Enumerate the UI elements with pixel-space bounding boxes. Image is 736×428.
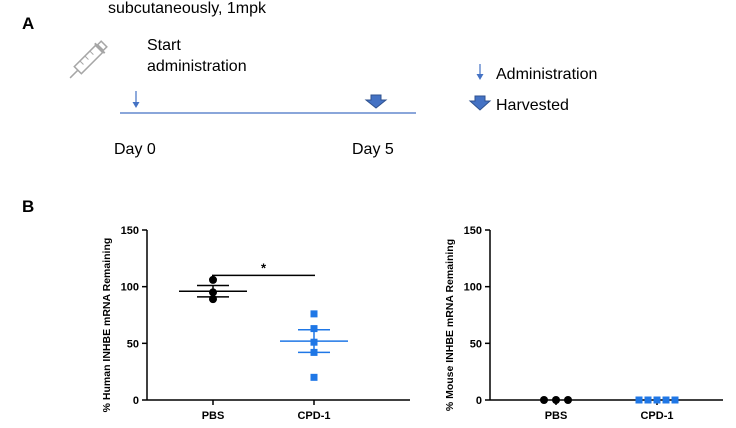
human-x-tick-label: PBS xyxy=(202,410,225,422)
legend-administration-label: Administration xyxy=(496,66,598,83)
start-label-line1: Start xyxy=(147,37,181,54)
human-y-tick-label: 50 xyxy=(127,338,139,350)
mouse-y-tick-label: 100 xyxy=(464,282,482,294)
mouse-y-axis-title: % Mouse INHBE mRNA Remaining xyxy=(444,239,456,411)
mouse-cpd-1-point xyxy=(653,396,661,404)
small-arrow-down-icon xyxy=(132,91,140,108)
start-label-line2: administration xyxy=(147,58,247,75)
human-pbs-point xyxy=(209,295,217,304)
human-y-tick-label: 100 xyxy=(121,282,139,294)
mouse-cpd-1-point xyxy=(644,396,652,404)
human-cpd-1-point xyxy=(310,338,318,346)
legend-small-arrow-icon xyxy=(476,64,484,80)
day-end-label: Day 5 xyxy=(352,141,394,158)
mouse-cpd-1-point xyxy=(671,396,679,404)
human-pbs-point xyxy=(209,288,217,297)
human-cpd-1-point xyxy=(310,325,318,333)
legend-block-arrow-icon xyxy=(468,95,492,111)
human-y-axis-title: % Human INHBE mRNA Remaining xyxy=(101,238,113,413)
mouse-pbs-point xyxy=(552,396,560,404)
legend-harvested-label: Harvested xyxy=(496,97,569,114)
human-pbs-point xyxy=(209,275,217,284)
mouse-y-tick-label: 150 xyxy=(464,225,482,237)
panel-b-label: B xyxy=(22,197,35,216)
mouse-y-tick-label: 50 xyxy=(470,338,482,350)
day-start-label: Day 0 xyxy=(114,141,156,158)
human-cpd-1-point xyxy=(310,373,318,381)
mouse-pbs-point xyxy=(564,396,572,404)
mouse-cpd-1-point xyxy=(662,396,670,404)
panel-a-label: A xyxy=(22,14,35,33)
mouse-x-tick-label: PBS xyxy=(545,410,568,422)
human-significance-label: * xyxy=(261,260,267,275)
human-cpd-1-point xyxy=(310,310,318,318)
human-y-tick-label: 0 xyxy=(133,395,139,407)
mouse-x-tick-label: CPD-1 xyxy=(640,410,673,422)
human-cpd-1-point xyxy=(310,348,318,356)
route-dose-text: subcutaneously, 1mpk xyxy=(108,0,267,17)
syringe-icon xyxy=(69,40,108,79)
mouse-cpd-1-point xyxy=(635,396,643,404)
human-x-tick-label: CPD-1 xyxy=(297,410,330,422)
mouse-pbs-point xyxy=(540,396,548,404)
human-y-tick-label: 150 xyxy=(121,225,139,237)
mouse-y-tick-label: 0 xyxy=(476,395,482,407)
block-arrow-down-icon xyxy=(364,94,388,109)
